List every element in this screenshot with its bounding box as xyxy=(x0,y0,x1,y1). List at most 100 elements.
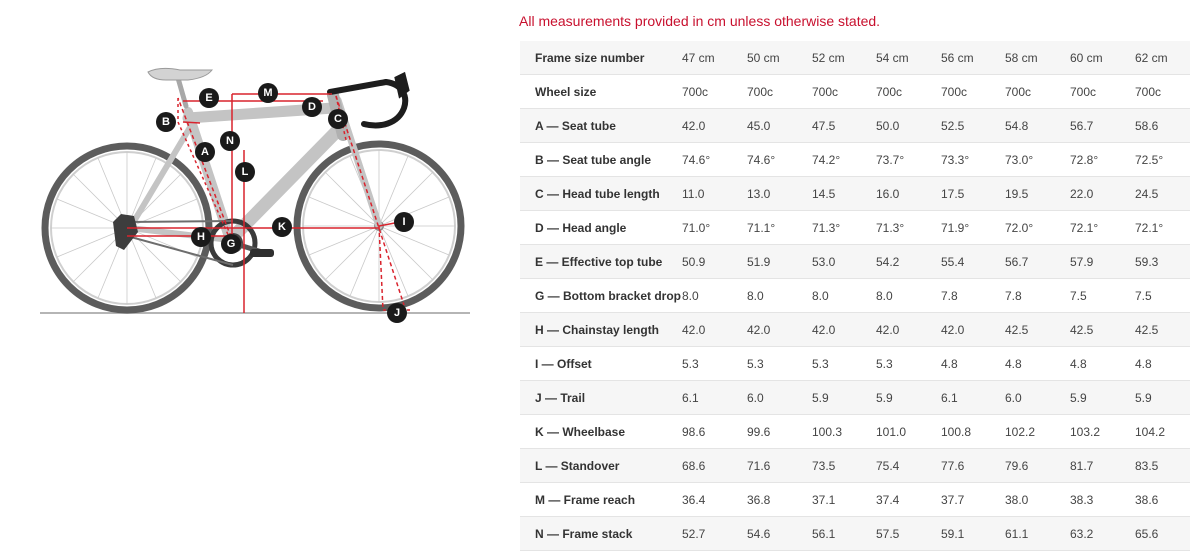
marker-n: N xyxy=(220,131,240,151)
table-cell: 81.7 xyxy=(1070,448,1135,483)
table-cell: 61.1 xyxy=(1005,516,1070,551)
table-cell: 5.3 xyxy=(747,346,812,381)
table-row: G — Bottom bracket drop 8.0 8.0 8.0 8.0 7.8 7.… xyxy=(520,278,1190,313)
table-cell: 65.6 xyxy=(1135,516,1190,551)
marker-l: L xyxy=(235,162,255,182)
table-cell: 5.3 xyxy=(812,346,876,381)
table-cell: 71.3° xyxy=(812,210,876,245)
table-cell: 54 cm xyxy=(876,41,941,75)
table-cell: 104.2 xyxy=(1135,414,1190,449)
svg-text:E: E xyxy=(205,92,212,104)
table-cell: 37.4 xyxy=(876,482,941,517)
handlebar xyxy=(327,71,410,129)
table-cell: 68.6 xyxy=(682,448,747,483)
table-cell: 8.0 xyxy=(747,278,812,313)
table-cell: 16.0 xyxy=(876,176,941,211)
table-cell: 13.0 xyxy=(747,176,812,211)
table-cell: 99.6 xyxy=(747,414,812,449)
table-cell: 52.7 xyxy=(682,516,747,551)
table-cell: 42.5 xyxy=(1005,312,1070,347)
bike-frame xyxy=(127,75,383,247)
table-cell: 42.0 xyxy=(682,312,747,347)
table-row: C — Head tube length 11.0 13.0 14.5 16.0 17.5… xyxy=(520,176,1190,211)
table-cell: 52.5 xyxy=(941,108,1005,143)
svg-text:N: N xyxy=(226,135,234,147)
svg-text:L: L xyxy=(242,166,249,178)
table-cell: 14.5 xyxy=(812,176,876,211)
table-cell: 42.0 xyxy=(682,108,747,143)
table-cell: 100.8 xyxy=(941,414,1005,449)
table-cell: 57.9 xyxy=(1070,244,1135,279)
table-cell: 71.0° xyxy=(682,210,747,245)
table-cell: 71.6 xyxy=(747,448,812,483)
table-cell: 36.8 xyxy=(747,482,812,517)
table-cell: 58.6 xyxy=(1135,108,1190,143)
table-cell: 75.4 xyxy=(876,448,941,483)
table-cell: 59.1 xyxy=(941,516,1005,551)
table-cell: 7.8 xyxy=(1005,278,1070,313)
table-cell: 11.0 xyxy=(682,176,747,211)
table-cell: 8.0 xyxy=(812,278,876,313)
svg-text:G: G xyxy=(227,238,236,250)
svg-text:M: M xyxy=(263,87,272,99)
table-cell: 72.0° xyxy=(1005,210,1070,245)
table-cell: 42.0 xyxy=(812,312,876,347)
row-label: L — Standover xyxy=(520,448,682,483)
row-label: J — Trail xyxy=(520,380,682,415)
marker-j: J xyxy=(387,303,407,323)
table-cell: 73.7° xyxy=(876,142,941,177)
table-cell: 62 cm xyxy=(1135,41,1190,75)
marker-c: C xyxy=(328,109,348,129)
table-row: D — Head angle 71.0° 71.1° 71.3° 71.3° 71.9° 7… xyxy=(520,210,1190,245)
table-cell: 4.8 xyxy=(941,346,1005,381)
table-cell: 50.0 xyxy=(876,108,941,143)
table-cell: 42.5 xyxy=(1070,312,1135,347)
svg-text:J: J xyxy=(394,307,400,319)
table-cell: 4.8 xyxy=(1135,346,1190,381)
row-label: E — Effective top tube xyxy=(520,244,682,279)
row-label: H — Chainstay length xyxy=(520,312,682,347)
row-label: M — Frame reach xyxy=(520,482,682,517)
saddle xyxy=(147,67,214,81)
table-cell: 38.6 xyxy=(1135,482,1190,517)
table-cell: 24.5 xyxy=(1135,176,1190,211)
table-cell: 700c xyxy=(1070,74,1135,109)
table-cell: 54.2 xyxy=(876,244,941,279)
row-label: I — Offset xyxy=(520,346,682,381)
marker-m: M xyxy=(258,83,278,103)
table-cell: 47.5 xyxy=(812,108,876,143)
row-label: C — Head tube length xyxy=(520,176,682,211)
table-cell: 42.0 xyxy=(876,312,941,347)
table-cell: 700c xyxy=(682,74,747,109)
table-cell: 700c xyxy=(941,74,1005,109)
table-cell: 71.3° xyxy=(876,210,941,245)
table-cell: 59.3 xyxy=(1135,244,1190,279)
table-cell: 700c xyxy=(1005,74,1070,109)
table-cell: 57.5 xyxy=(876,516,941,551)
geometry-table: Frame size number 47 cm 50 cm 52 cm 54 cm 56 … xyxy=(520,41,1190,551)
svg-text:A: A xyxy=(201,146,209,158)
table-cell: 6.1 xyxy=(941,380,1005,415)
table-cell: 5.9 xyxy=(812,380,876,415)
table-row: J — Trail 6.1 6.0 5.9 5.9 6.1 6.0 5.9 5.9 xyxy=(520,380,1190,415)
geometry-table-body: Frame size number 47 cm 50 cm 52 cm 54 cm 56 … xyxy=(520,41,1190,551)
table-cell: 8.0 xyxy=(682,278,747,313)
svg-text:H: H xyxy=(197,231,205,243)
row-label: B — Seat tube angle xyxy=(520,142,682,177)
table-cell: 6.0 xyxy=(1005,380,1070,415)
svg-text:I: I xyxy=(402,216,405,228)
table-row: E — Effective top tube 50.9 51.9 53.0 54.2 55… xyxy=(520,244,1190,279)
table-cell: 56.7 xyxy=(1070,108,1135,143)
table-cell: 51.9 xyxy=(747,244,812,279)
table-cell: 700c xyxy=(876,74,941,109)
table-cell: 73.3° xyxy=(941,142,1005,177)
table-cell: 50 cm xyxy=(747,41,812,75)
table-cell: 45.0 xyxy=(747,108,812,143)
table-cell: 17.5 xyxy=(941,176,1005,211)
measurement-note: All measurements provided in cm unless o… xyxy=(519,13,881,29)
table-cell: 8.0 xyxy=(876,278,941,313)
table-cell: 7.5 xyxy=(1135,278,1190,313)
table-cell: 74.6° xyxy=(747,142,812,177)
table-cell: 5.3 xyxy=(876,346,941,381)
table-cell: 72.1° xyxy=(1135,210,1190,245)
